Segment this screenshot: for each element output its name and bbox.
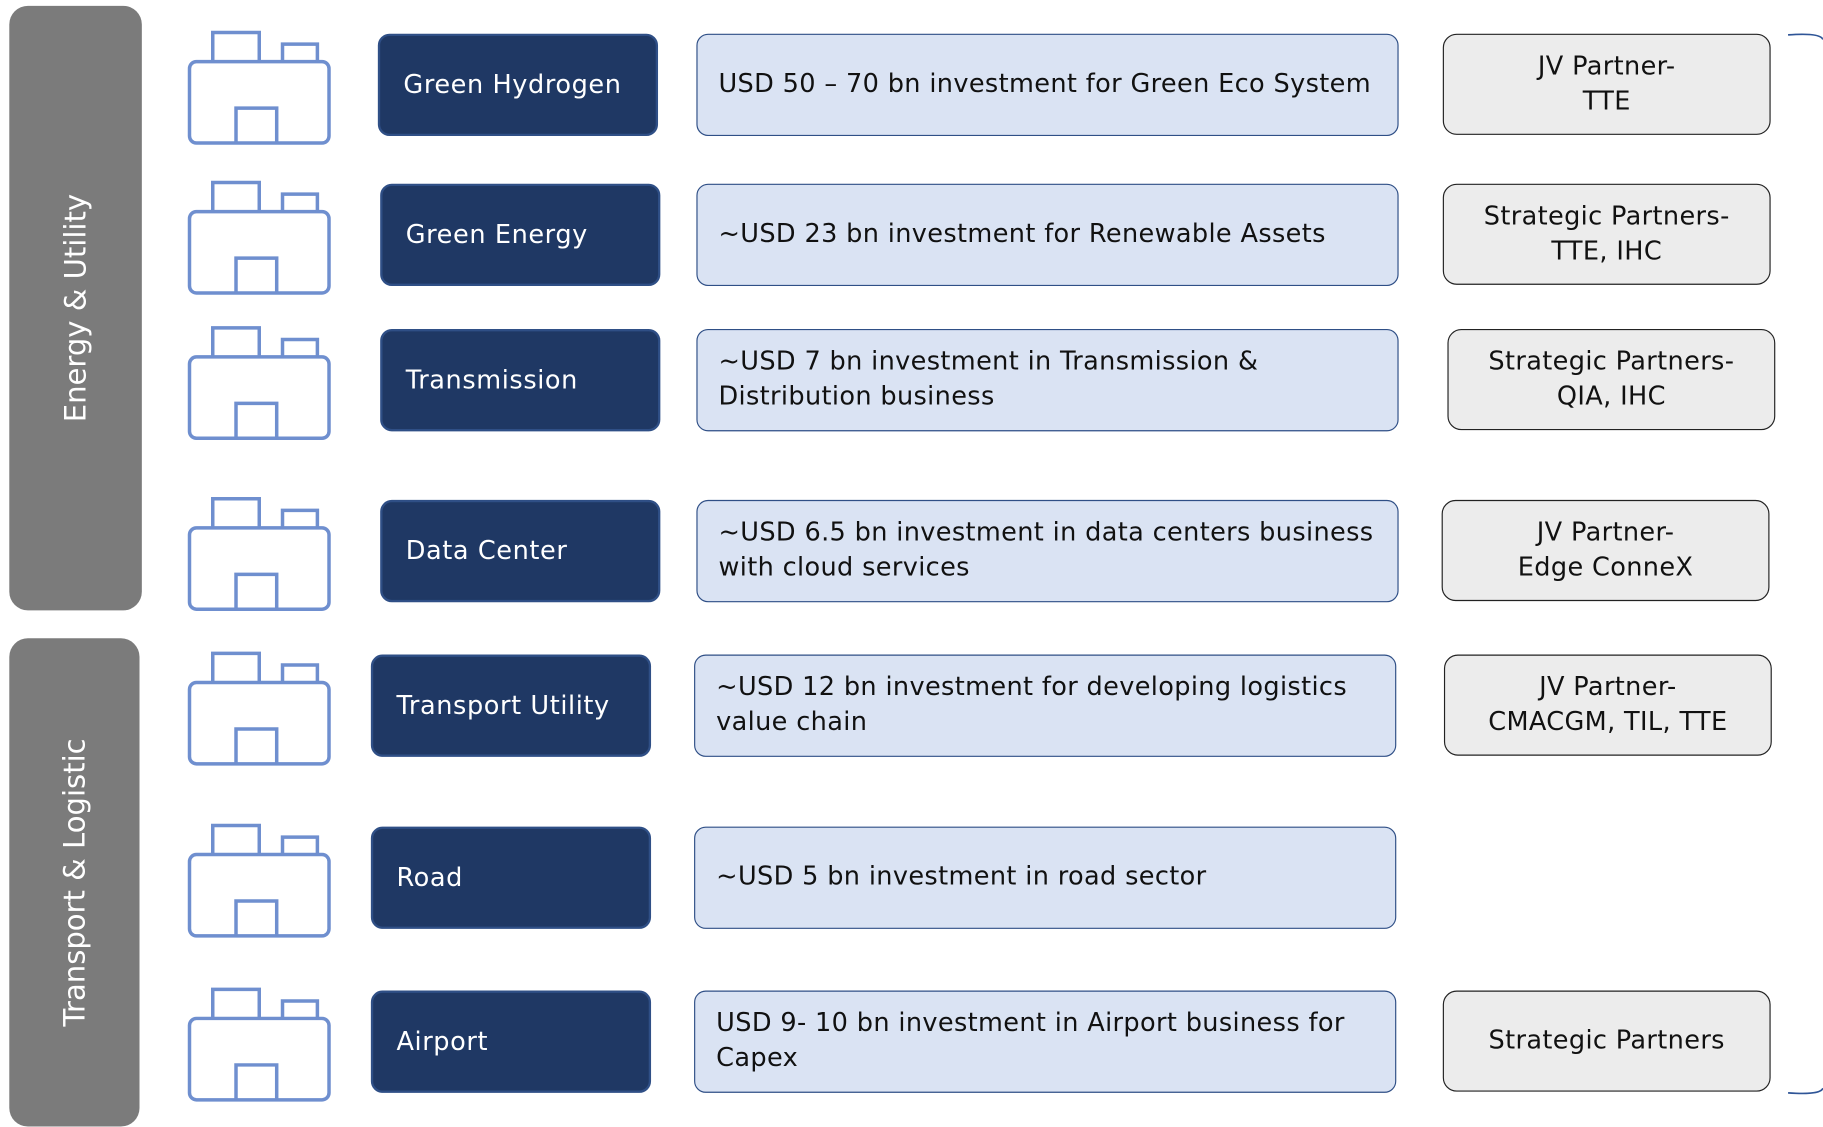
icon bbox=[172, 636, 346, 776]
partner-box: JV Partner- Edge ConneX bbox=[1442, 500, 1770, 601]
partner-box: JV Partner- TTE bbox=[1443, 34, 1771, 135]
investment-box: ~USD 6.5 bn investment in data centers b… bbox=[696, 500, 1398, 602]
stage: Energy & Utility Transport & Logistic Gr… bbox=[0, 0, 1823, 1114]
name-box: Transport Utility bbox=[371, 655, 651, 757]
group-label: Transport & Logistic bbox=[58, 738, 92, 1026]
name-box: Road bbox=[371, 827, 651, 929]
investment-box: USD 9- 10 bn investment in Airport busin… bbox=[694, 991, 1396, 1093]
investment-box: ~USD 23 bn investment for Renewable Asse… bbox=[696, 184, 1398, 286]
name-box: Transmission bbox=[380, 329, 660, 431]
name-box: Airport bbox=[371, 991, 651, 1093]
partner-box: Strategic Partners- QIA, IHC bbox=[1447, 329, 1775, 430]
icon bbox=[172, 310, 346, 450]
bracket bbox=[1779, 23, 1823, 1104]
name-box: Green Hydrogen bbox=[378, 34, 658, 136]
name-box: Data Center bbox=[380, 500, 660, 602]
icon bbox=[172, 15, 346, 155]
icon bbox=[172, 165, 346, 305]
partner-box: JV Partner- CMACGM, TIL, TTE bbox=[1444, 655, 1772, 756]
investment-box: ~USD 5 bn investment in road sector bbox=[694, 827, 1396, 929]
group-bar: Energy & Utility bbox=[9, 6, 142, 611]
page: Energy & Utility Transport & Logistic Gr… bbox=[0, 0, 1823, 1114]
investment-box: ~USD 7 bn investment in Transmission & D… bbox=[696, 329, 1398, 431]
investment-box: ~USD 12 bn investment for developing log… bbox=[694, 655, 1396, 757]
group-label: Energy & Utility bbox=[59, 194, 93, 422]
icon bbox=[172, 972, 346, 1112]
investment-box: USD 50 – 70 bn investment for Green Eco … bbox=[696, 34, 1398, 136]
group-bar: Transport & Logistic bbox=[9, 638, 139, 1126]
icon bbox=[172, 808, 346, 948]
partner-box: Strategic Partners- TTE, IHC bbox=[1443, 184, 1771, 285]
icon bbox=[172, 481, 346, 621]
partner-box: Strategic Partners bbox=[1443, 991, 1771, 1092]
name-box: Green Energy bbox=[380, 184, 660, 286]
